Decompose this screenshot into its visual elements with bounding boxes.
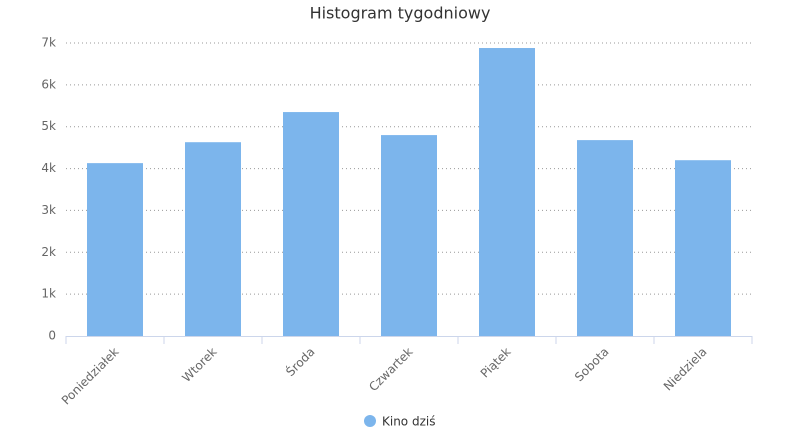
x-tick-label: Czwartek: [366, 345, 415, 394]
y-tick-label: 1k: [41, 287, 56, 301]
x-tick-label: Niedziela: [661, 345, 710, 394]
chart-title: Histogram tygodniowy: [310, 4, 491, 23]
bar: [185, 142, 241, 336]
y-tick-label: 3k: [41, 203, 56, 217]
bar: [283, 112, 339, 336]
y-tick-label: 2k: [41, 245, 56, 259]
y-tick-label: 0: [48, 329, 56, 343]
y-tick-label: 6k: [41, 77, 56, 91]
legend-marker: [364, 415, 376, 427]
y-tick-label: 7k: [41, 36, 56, 50]
legend-label: Kino dziś: [382, 415, 435, 429]
bar: [479, 48, 535, 336]
bar: [87, 163, 143, 336]
x-tick-label: Sobota: [572, 345, 612, 385]
y-tick-label: 4k: [41, 161, 56, 175]
x-tick-label: Poniedziałek: [59, 345, 122, 408]
bar: [381, 135, 437, 336]
x-tick-label: Piątek: [478, 345, 514, 381]
x-tick-label: Wtorek: [179, 345, 219, 385]
bar: [577, 140, 633, 336]
y-tick-label: 5k: [41, 119, 56, 133]
bar: [675, 160, 731, 336]
x-tick-label: Środa: [283, 344, 318, 379]
